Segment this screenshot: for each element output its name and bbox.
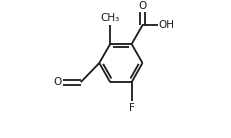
Text: O: O: [138, 1, 146, 10]
Text: CH₃: CH₃: [100, 13, 119, 23]
Text: O: O: [53, 77, 62, 87]
Text: F: F: [128, 103, 134, 113]
Text: OH: OH: [158, 20, 174, 30]
